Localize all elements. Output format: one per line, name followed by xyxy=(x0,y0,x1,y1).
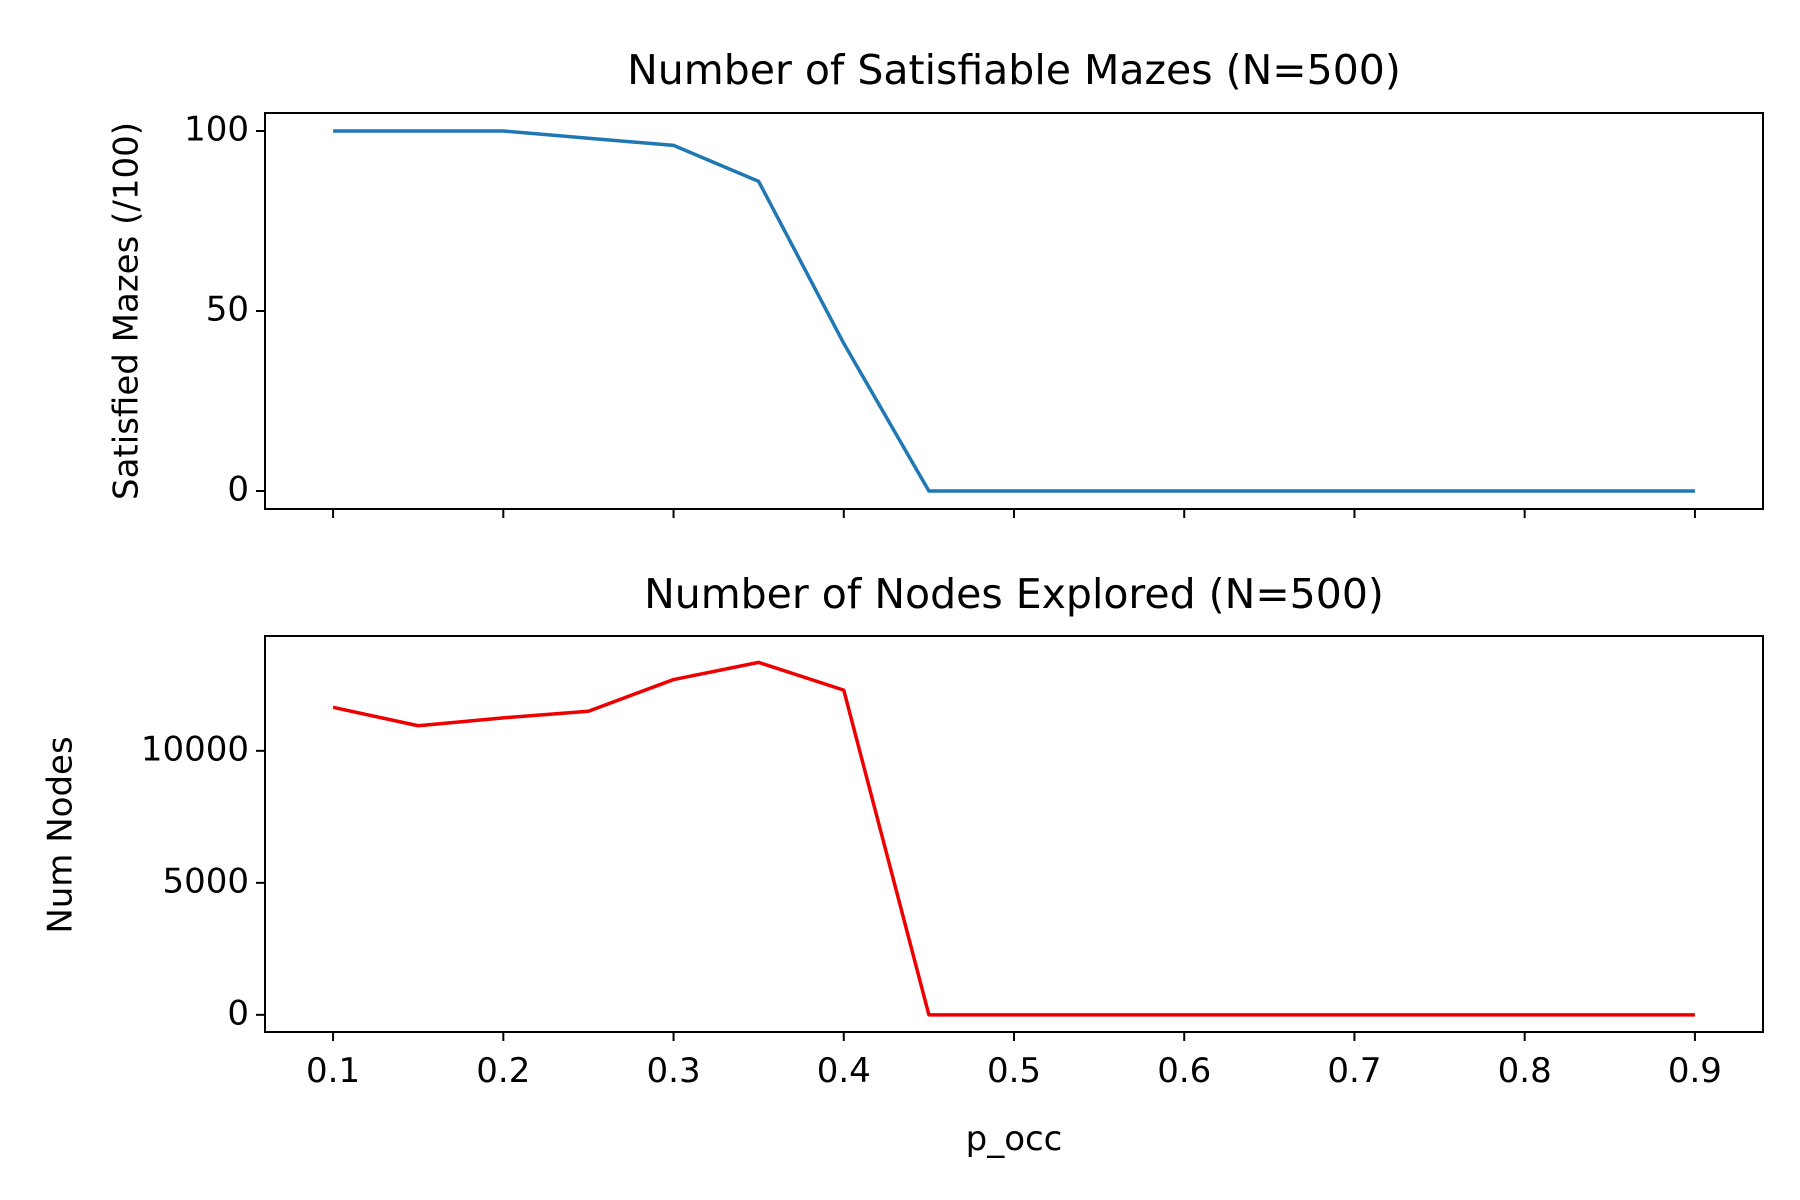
chart-title: Number of Satisfiable Mazes (N=500) xyxy=(627,46,1401,94)
x-tick-label: 0.8 xyxy=(1498,1051,1552,1091)
axis-ticks: 0 5000 10000 0.1 0.2 0.3 0.4 0.5 0.6 0.7 0.8 0.9 xyxy=(141,729,1722,1091)
plot-frame xyxy=(264,635,1764,1033)
series-group xyxy=(333,129,1695,493)
axis-ticks: 0 50 100 xyxy=(184,110,1696,518)
x-tick-label: 0.5 xyxy=(987,1051,1041,1091)
y-axis-title: Satisfied Mazes (/100) xyxy=(107,122,147,500)
series-group xyxy=(332,660,1695,1017)
plot-frame xyxy=(264,112,1764,510)
x-tick-label: 0.3 xyxy=(647,1051,701,1091)
x-tick-label: 0.4 xyxy=(817,1051,871,1091)
nodes-explored-chart: Number of Nodes Explored (N=500) Num Nod… xyxy=(41,570,1764,1159)
y-axis-title: Num Nodes xyxy=(41,736,81,933)
satisfiable-mazes-chart: Number of Satisfiable Mazes (N=500) Sati… xyxy=(107,46,1764,518)
x-tick-label: 0.2 xyxy=(476,1051,530,1091)
series-line xyxy=(332,660,1695,1017)
y-tick-label: 100 xyxy=(184,110,249,150)
x-tick-label: 0.7 xyxy=(1327,1051,1381,1091)
chart-title: Number of Nodes Explored (N=500) xyxy=(644,570,1384,618)
y-tick-label: 5000 xyxy=(162,861,249,901)
y-tick-label: 0 xyxy=(227,993,249,1033)
x-tick-label: 0.9 xyxy=(1668,1051,1722,1091)
y-tick-label: 50 xyxy=(206,290,249,330)
x-tick-label: 0.1 xyxy=(306,1051,360,1091)
y-tick-label: 0 xyxy=(227,470,249,510)
y-tick-label: 10000 xyxy=(141,729,249,769)
x-axis-title: p_occ xyxy=(966,1119,1063,1159)
x-tick-label: 0.6 xyxy=(1157,1051,1211,1091)
series-line xyxy=(333,129,1695,493)
